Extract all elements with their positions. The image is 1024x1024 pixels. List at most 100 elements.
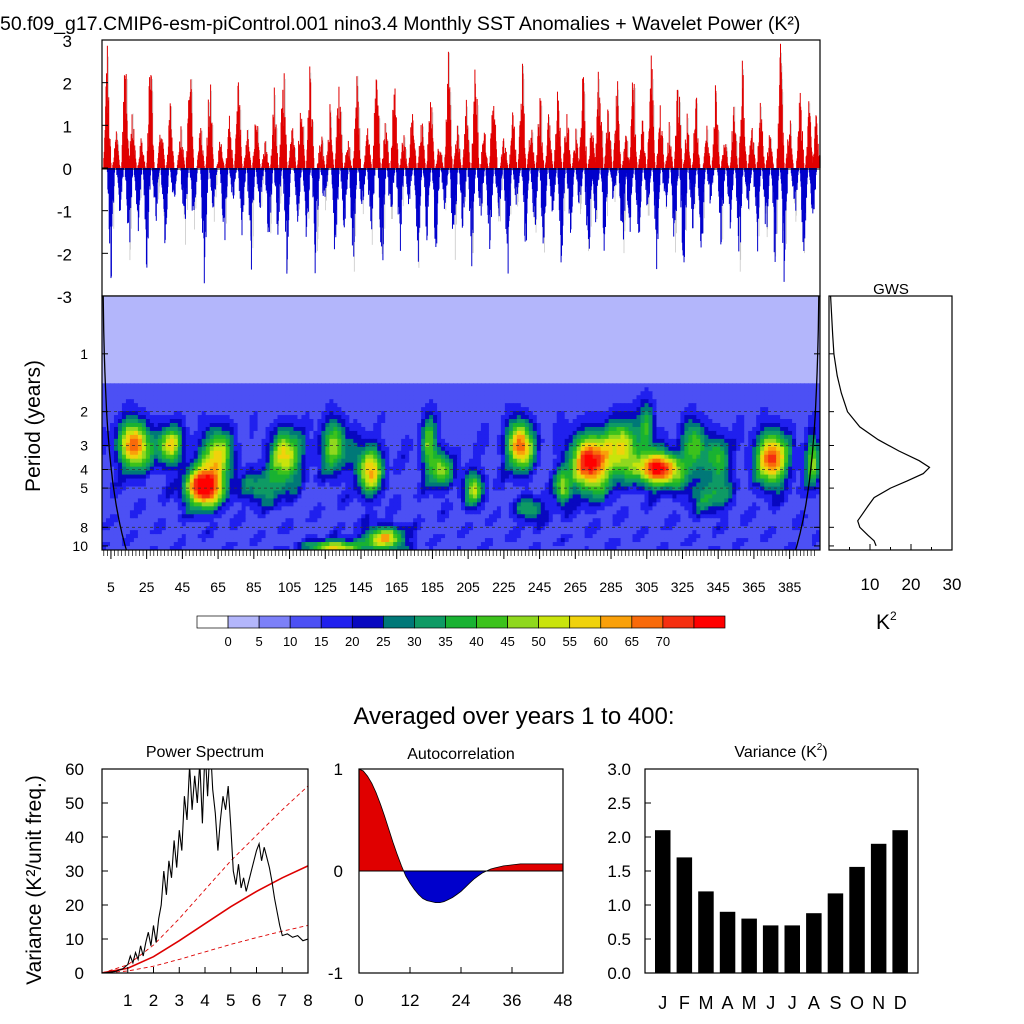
wavelet-cell bbox=[397, 399, 402, 404]
wavelet-cell bbox=[584, 415, 590, 420]
anomaly-y-tick-label: -2 bbox=[57, 245, 72, 264]
wavelet-cell bbox=[461, 383, 466, 388]
wavelet-cell bbox=[413, 403, 418, 408]
wavelet-cell bbox=[484, 391, 490, 396]
wavelet-cell bbox=[189, 387, 195, 392]
wavelet-cell bbox=[788, 383, 793, 388]
wavelet-cell bbox=[600, 383, 606, 388]
wavelet-cell bbox=[245, 387, 251, 392]
wavelet-cell bbox=[197, 403, 203, 408]
wavelet-cell bbox=[768, 423, 773, 428]
wavelet-cell bbox=[337, 423, 342, 428]
wavelet-cell bbox=[804, 419, 809, 424]
wavelet-cell bbox=[373, 419, 378, 424]
wavelet-cell bbox=[301, 391, 307, 396]
wavelet-cell bbox=[716, 403, 721, 408]
wavelet-cell bbox=[293, 423, 299, 428]
wavelet-cell bbox=[612, 391, 618, 396]
wavelet-cell bbox=[588, 399, 594, 404]
wavelet-cell bbox=[596, 383, 602, 388]
wavelet-cell bbox=[604, 403, 610, 408]
wavelet-cell bbox=[421, 399, 426, 404]
wavelet-cell bbox=[189, 411, 195, 416]
wavelet-cell bbox=[784, 419, 789, 424]
wavelet-cell bbox=[480, 395, 486, 400]
wavelet-cell bbox=[624, 383, 630, 388]
wavelet-cell bbox=[520, 403, 526, 408]
wavelet-cell bbox=[808, 411, 813, 416]
wavelet-cell bbox=[588, 383, 594, 388]
wavelet-cell bbox=[496, 419, 502, 424]
wavelet-cell bbox=[113, 383, 119, 388]
wavelet-cell bbox=[764, 411, 769, 416]
wavelet-cell bbox=[724, 403, 729, 408]
wavelet-cell bbox=[672, 383, 677, 388]
wavelet-cell bbox=[381, 403, 386, 408]
wavelet-cell bbox=[429, 423, 434, 428]
wavelet-cell bbox=[568, 415, 574, 420]
wavelet-cell bbox=[516, 387, 522, 392]
wavelet-cell bbox=[616, 403, 622, 408]
wavelet-cell bbox=[536, 395, 542, 400]
wavelet-cell bbox=[125, 423, 131, 428]
wavelet-cell bbox=[712, 399, 717, 404]
wavelet-cell bbox=[812, 415, 817, 420]
wavelet-cell bbox=[720, 403, 725, 408]
wavelet-cell bbox=[333, 391, 338, 396]
wavelet-cell bbox=[397, 391, 402, 396]
wavelet-cell bbox=[321, 387, 326, 392]
wavelet-cell bbox=[461, 395, 466, 400]
wavelet-cell bbox=[157, 419, 163, 424]
wavelet-power-field bbox=[102, 296, 820, 550]
wavelet-cell bbox=[245, 399, 251, 404]
wavelet-cell bbox=[796, 395, 801, 400]
wavelet-cell bbox=[277, 415, 283, 420]
wavelet-cell bbox=[784, 415, 789, 420]
wavelet-cell bbox=[321, 407, 326, 412]
wavelet-cell bbox=[209, 411, 215, 416]
wavelet-cell bbox=[776, 399, 781, 404]
wavelet-cell bbox=[285, 426, 291, 432]
wavelet-cell bbox=[784, 407, 789, 412]
wavelet-cell bbox=[588, 411, 594, 416]
wavelet-cell bbox=[512, 383, 518, 388]
wavelet-cell bbox=[221, 399, 227, 404]
wavelet-cell bbox=[548, 419, 554, 424]
wavelet-cell bbox=[249, 395, 255, 400]
wavelet-cell bbox=[173, 395, 179, 400]
wavelet-cell bbox=[425, 403, 430, 408]
wavelet-cell bbox=[193, 395, 199, 400]
wavelet-cell bbox=[417, 415, 422, 420]
wavelet-cell bbox=[504, 411, 510, 416]
wavelet-cell bbox=[145, 391, 151, 396]
wavelet-cell bbox=[261, 407, 267, 412]
wavelet-cell bbox=[700, 407, 705, 412]
wavelet-cell bbox=[409, 411, 414, 416]
wavelet-cell bbox=[624, 415, 630, 420]
wavelet-cell bbox=[652, 399, 658, 404]
wavelet-cell bbox=[524, 411, 530, 416]
wavelet-cell bbox=[185, 426, 191, 432]
wavelet-cell bbox=[389, 419, 394, 424]
wavelet-cell bbox=[528, 419, 534, 424]
wavelet-cell bbox=[796, 399, 801, 404]
wavelet-cell bbox=[572, 423, 578, 428]
wavelet-cell bbox=[201, 403, 207, 408]
wavelet-cell bbox=[764, 419, 769, 424]
wavelet-cell bbox=[237, 426, 243, 432]
wavelet-cell bbox=[437, 407, 442, 412]
wavelet-cell bbox=[325, 391, 330, 396]
wavelet-cell bbox=[433, 415, 438, 420]
wavelet-cell bbox=[249, 399, 255, 404]
wavelet-cell bbox=[297, 383, 303, 388]
wavelet-cell bbox=[756, 423, 761, 428]
wavelet-cell bbox=[429, 419, 434, 424]
wavelet-cell bbox=[744, 391, 749, 396]
wavelet-cell bbox=[780, 383, 785, 388]
wavelet-cell bbox=[357, 383, 362, 388]
wavelet-cell bbox=[425, 407, 430, 412]
wavelet-cell bbox=[217, 383, 223, 388]
wavelet-cell bbox=[393, 383, 398, 388]
wavelet-cell bbox=[508, 391, 514, 396]
wavelet-cell bbox=[405, 387, 410, 392]
